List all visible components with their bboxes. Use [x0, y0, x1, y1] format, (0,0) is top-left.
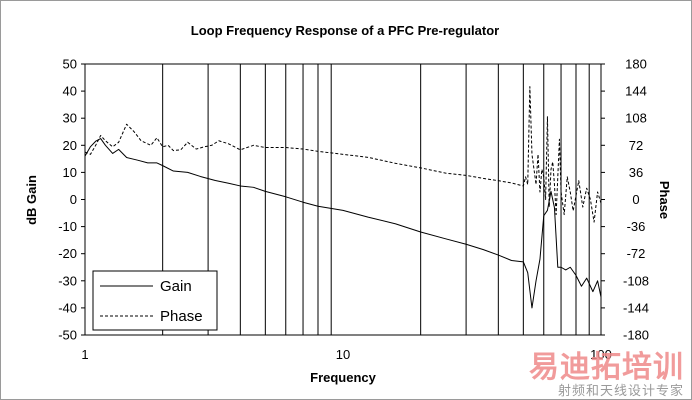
y-tick-label: -20 [58, 246, 77, 261]
series-layer [84, 86, 602, 309]
y-tick-label: 30 [63, 111, 77, 126]
left-axis-ticks: 50 40 30 20 10 0 -10 -20 -30 -40 -50 [58, 57, 85, 343]
y2-tick-label: -36 [627, 219, 646, 234]
y-tick-label: 40 [63, 84, 77, 99]
legend-box [92, 270, 218, 331]
y-tick-label: 20 [63, 138, 77, 153]
y-tick-label: 50 [63, 57, 77, 72]
y2-tick-label: 36 [629, 165, 643, 180]
gain-series-line [84, 138, 602, 309]
y-tick-label: -10 [58, 219, 77, 234]
phase-series-line [84, 86, 602, 223]
x-tick-label: 10 [336, 347, 350, 362]
grid-layer [162, 64, 590, 335]
right-axis-ticks: 180 144 108 72 36 0 -36 -72 -108 -144 -180 [601, 57, 649, 343]
y2-tick-label: -180 [623, 328, 649, 343]
watermark: 易迪拓培训 射频和天线设计专家 [520, 342, 692, 400]
legend: Gain Phase [92, 270, 218, 331]
x-tick-label: 1 [81, 347, 88, 362]
watermark-logo-text: 易迪拓培训 [529, 350, 684, 385]
y2-tick-label: 144 [625, 84, 647, 99]
y2-tick-label: 0 [632, 192, 639, 207]
x-tick-label: 100 [590, 347, 612, 362]
y-tick-label: -30 [58, 273, 77, 288]
y-tick-label: -40 [58, 300, 77, 315]
watermark-subtitle: 射频和天线设计专家 [557, 384, 684, 399]
y2-tick-label: -144 [623, 300, 649, 315]
y-tick-label: 0 [70, 192, 77, 207]
x-axis-ticks: 1 10 100 [81, 347, 611, 362]
x-axis-label: Frequency [310, 370, 377, 385]
y2-axis-label: Phase [657, 181, 672, 219]
chart-title: Loop Frequency Response of a PFC Pre-reg… [191, 23, 499, 38]
y-tick-label: 10 [63, 165, 77, 180]
y2-tick-label: 108 [625, 111, 647, 126]
legend-phase-label: Phase [160, 308, 203, 325]
y2-tick-label: 180 [625, 57, 647, 72]
y2-tick-label: -108 [623, 273, 649, 288]
y2-tick-label: -72 [627, 246, 646, 261]
y-tick-label: -50 [58, 328, 77, 343]
legend-gain-label: Gain [160, 278, 192, 295]
y2-tick-label: 72 [629, 138, 643, 153]
y-axis-label: dB Gain [24, 175, 39, 225]
